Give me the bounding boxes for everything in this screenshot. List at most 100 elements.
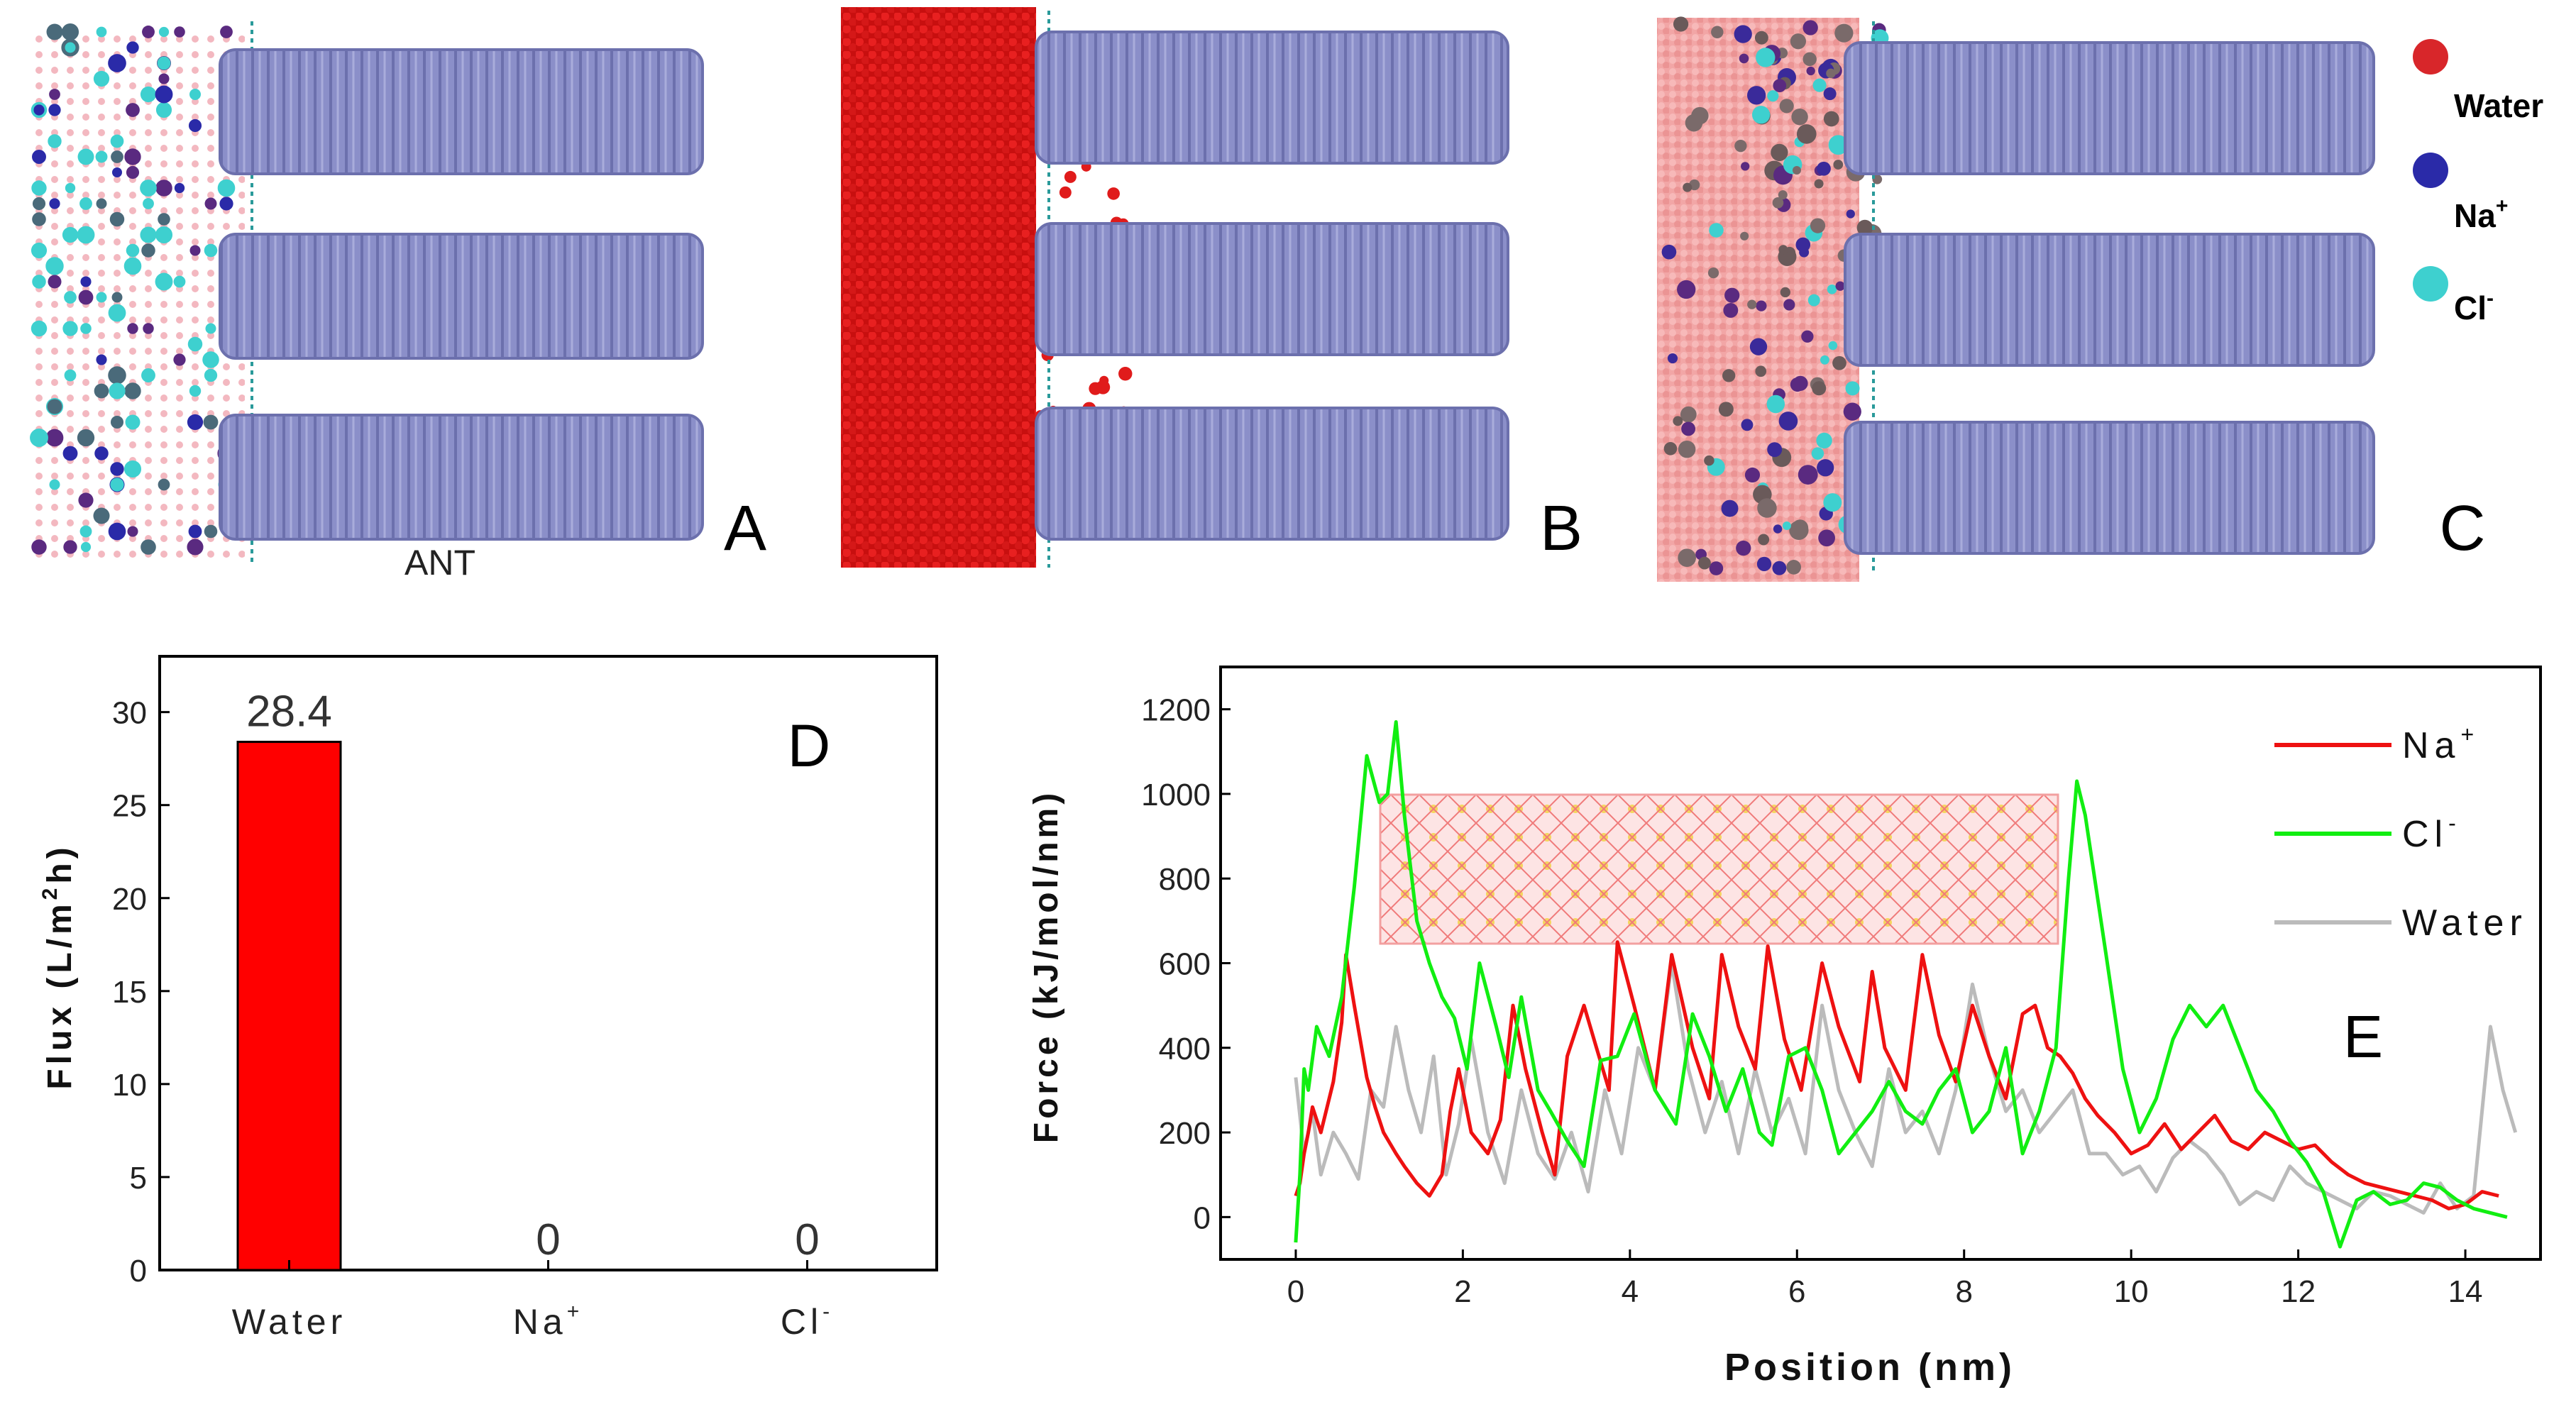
ion-particle: [219, 197, 233, 211]
ion-particle: [1843, 402, 1861, 421]
ion-particle: [1747, 299, 1757, 309]
ion-particle: [1744, 467, 1761, 483]
ion-particle: [1786, 560, 1802, 575]
chart-d-x-axis: Water Na+ Cl-: [232, 1260, 830, 1342]
ion-particle: [46, 258, 63, 275]
ion-particle: [157, 56, 171, 70]
ion-particle: [62, 321, 78, 336]
chart-e-xlabel: Position (nm): [1724, 1346, 2015, 1389]
y-tick-label: 600: [1159, 947, 1211, 982]
ion-particle: [1814, 179, 1824, 189]
ion-particle: [126, 103, 140, 117]
ion-particle: [189, 89, 201, 100]
y-tick-label: 0: [130, 1254, 147, 1288]
water-particle: [1099, 375, 1109, 385]
ion-particle: [1724, 287, 1740, 303]
ion-particle: [77, 148, 94, 165]
ion-particle: [1771, 143, 1788, 162]
ion-particle: [1802, 20, 1818, 35]
ion-particle: [1718, 402, 1734, 417]
ion-particle: [1707, 267, 1719, 279]
ion-particle: [155, 180, 172, 197]
ion-particle: [1773, 79, 1787, 93]
y-tick-label: 15: [112, 975, 147, 1010]
ion-particle: [31, 539, 47, 555]
ion-particle: [77, 429, 95, 447]
ion-particle: [1834, 23, 1854, 43]
ion-particle: [204, 524, 218, 539]
ion-particle: [31, 242, 48, 259]
y-tick-label: 5: [130, 1161, 147, 1196]
ion-particle: [1697, 556, 1711, 570]
legend-label: Na+: [2402, 722, 2479, 766]
ion-particle: [1823, 493, 1842, 512]
ion-particle: [1723, 302, 1739, 318]
ion-particle: [1832, 355, 1846, 370]
x-tick-label: 6: [1788, 1274, 1805, 1309]
series-line-cl: [1294, 720, 2508, 1249]
ion-particle: [63, 540, 77, 554]
ion-particle: [79, 525, 92, 538]
x-tick-label: Water: [232, 1302, 347, 1342]
ion-particle: [1709, 561, 1724, 575]
ion-particle: [141, 539, 156, 555]
ion-particle: [49, 89, 60, 100]
ion-particle: [1833, 160, 1844, 170]
ion-particle: [1677, 280, 1696, 299]
ion-particle: [31, 320, 48, 337]
ion-particle: [1782, 521, 1791, 531]
ion-particle: [1667, 353, 1678, 364]
chart-e-y-axis: 0 200 400 600 800 1000 1200: [1141, 693, 1231, 1235]
ion-particle: [80, 276, 92, 287]
ion-particle: [1810, 218, 1826, 233]
y-tick-label: 400: [1159, 1032, 1211, 1066]
ion-particle: [64, 291, 77, 304]
ion-particle: [1772, 561, 1787, 575]
ion-particle: [1767, 90, 1779, 102]
ion-particle: [96, 198, 107, 209]
ion-particle: [158, 478, 170, 491]
ion-particle: [1826, 68, 1836, 79]
chart-e-panel-letter: E: [2343, 1003, 2383, 1070]
ion-particle: [1807, 294, 1820, 307]
ion-particle: [32, 275, 46, 289]
ion-particle: [111, 307, 123, 319]
ion-particle: [78, 289, 94, 305]
ion-particle: [1722, 369, 1736, 382]
ion-particle: [140, 180, 157, 197]
ion-particle: [1796, 124, 1817, 144]
panel-c: C: [1657, 16, 2486, 582]
ion-particle: [1661, 244, 1677, 260]
ion-particle: [1778, 412, 1798, 431]
chart-e-ylabel: Force (kJ/mol/nm): [1028, 790, 1065, 1143]
chart-e-series: [1294, 720, 2518, 1249]
y-tick-label: 20: [112, 882, 147, 917]
ion-particle: [1811, 447, 1824, 460]
ion-particle: [187, 539, 204, 556]
ion-particle: [1823, 111, 1839, 127]
ion-particle: [174, 26, 185, 38]
ion-particle: [1741, 162, 1750, 171]
ion-particle: [173, 353, 186, 366]
ion-particle: [1756, 556, 1772, 571]
legend-water-label: Water: [2454, 87, 2543, 124]
ion-particle: [46, 23, 63, 40]
water-particle: [1089, 382, 1102, 395]
ion-particle: [1846, 209, 1855, 219]
na-swatch-icon: [2413, 153, 2448, 188]
y-tick-label: 25: [112, 789, 147, 824]
ion-particle: [220, 26, 233, 38]
water-swatch-icon: [2413, 39, 2448, 74]
ion-particle: [110, 134, 124, 148]
ion-particle: [1827, 284, 1837, 294]
bar-value-label: 0: [795, 1215, 819, 1264]
cl-swatch-icon: [2413, 266, 2448, 302]
ion-particle: [1673, 16, 1689, 32]
ion-particle: [1673, 416, 1683, 426]
x-tick-label: 0: [1287, 1274, 1304, 1309]
ion-particle: [1828, 341, 1838, 351]
ion-particle: [1704, 455, 1714, 466]
ion-particle: [1678, 440, 1696, 458]
ion-particle: [65, 182, 76, 194]
ion-particle: [1740, 231, 1749, 241]
